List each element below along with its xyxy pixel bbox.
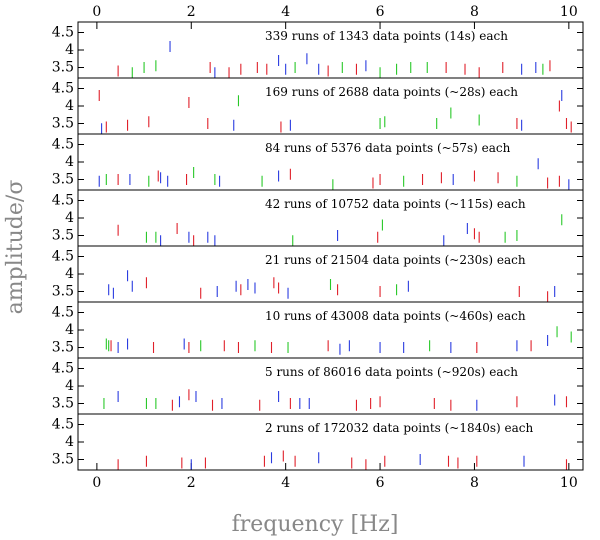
y-tick-label: 4.5 xyxy=(52,81,74,97)
y-tick-label: 4 xyxy=(65,98,74,114)
x-bottom-tick-label: 8 xyxy=(470,475,479,491)
y-tick-label: 4 xyxy=(65,266,74,282)
x-top-tick-label: 10 xyxy=(560,4,578,20)
panel-1: 3.5 44.5 339 runs of 1343 data points (14s… xyxy=(52,25,583,79)
y-tick-label: 4.5 xyxy=(52,25,74,41)
x-top-tick-label: 8 xyxy=(470,4,479,20)
y-tick-label: 3.5 xyxy=(52,60,74,76)
x-bottom-tick-label: 4 xyxy=(281,475,290,491)
y-tick-label: 4 xyxy=(65,210,74,226)
y-tick-label: 4 xyxy=(65,378,74,394)
y-tick-label: 4.5 xyxy=(52,193,74,209)
y-tick-label: 3.5 xyxy=(52,452,74,468)
panel-4: 3.5 44.5 42 runs of 10752 data points (~11… xyxy=(52,189,583,247)
y-tick-label: 4 xyxy=(65,434,74,450)
panel-label: 42 runs of 10752 data points (~115s) eac… xyxy=(265,197,526,211)
panel-label: 339 runs of 1343 data points (14s) each xyxy=(265,29,508,43)
y-axis-title: amplitude/σ xyxy=(3,180,28,315)
x-bottom-tick-label: 10 xyxy=(560,475,578,491)
y-tick-label: 4.5 xyxy=(52,417,74,433)
y-tick-label: 4 xyxy=(65,154,74,170)
y-tick-label: 3.5 xyxy=(52,116,74,132)
x-axis-title: frequency [Hz] xyxy=(232,512,399,537)
x-bottom-tick-label: 2 xyxy=(187,475,196,491)
panel-3: 3.5 44.5 84 runs of 5376 data points (~57s… xyxy=(52,133,583,191)
y-tick-label: 4.5 xyxy=(52,361,74,377)
y-tick-label: 4 xyxy=(65,322,74,338)
y-tick-label: 4.5 xyxy=(52,137,74,153)
panel-label: 169 runs of 2688 data points (~28s) each xyxy=(265,85,518,99)
y-tick-label: 3.5 xyxy=(52,396,74,412)
panel-label: 10 runs of 43008 data points (~460s) eac… xyxy=(265,309,526,323)
x-top-tick-label: 0 xyxy=(92,4,101,20)
panel-label: 5 runs of 86016 data points (~920s) each xyxy=(265,365,518,379)
panel-6: 3.5 44.5 10 runs of 43008 data points (~46… xyxy=(52,301,583,356)
y-tick-label: 3.5 xyxy=(52,172,74,188)
x-bottom-tick-label: 0 xyxy=(92,475,101,491)
panel-label: 21 runs of 21504 data points (~230s) eac… xyxy=(265,253,526,267)
y-tick-label: 4.5 xyxy=(52,305,74,321)
x-bottom-tick-label: 6 xyxy=(376,475,385,491)
y-tick-label: 4.5 xyxy=(52,249,74,265)
panel-7: 3.5 44.5 5 runs of 86016 data points (~920… xyxy=(52,357,583,412)
panel-5: 3.5 44.5 21 runs of 21504 data points (~23… xyxy=(52,245,583,303)
panel-2: 3.5 44.5 169 runs of 2688 data points (~28… xyxy=(52,77,583,135)
panel-8: 3.5 44.5 2 runs of 172032 data points (~18… xyxy=(52,413,583,471)
panel-label: 84 runs of 5376 data points (~57s) each xyxy=(265,141,511,155)
x-top-tick-label: 4 xyxy=(281,4,290,20)
y-tick-label: 3.5 xyxy=(52,340,74,356)
y-tick-label: 3.5 xyxy=(52,284,74,300)
y-tick-label: 3.5 xyxy=(52,228,74,244)
x-top-tick-label: 6 xyxy=(376,4,385,20)
y-tick-label: 4 xyxy=(65,42,74,58)
x-top-tick-label: 2 xyxy=(187,4,196,20)
panel-label: 2 runs of 172032 data points (~1840s) ea… xyxy=(265,421,534,435)
plot-frame xyxy=(77,21,584,471)
